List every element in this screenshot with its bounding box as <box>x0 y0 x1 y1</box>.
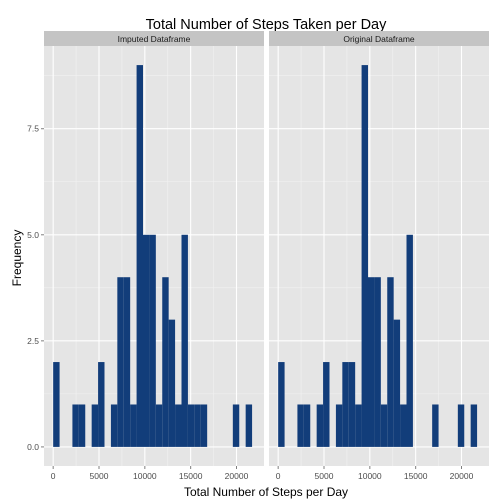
y-tick-label: 2.5 <box>27 336 39 346</box>
histogram-bar <box>303 404 311 447</box>
histogram-bar <box>72 404 79 447</box>
histogram-bar <box>316 404 324 447</box>
histogram-bar <box>168 319 176 447</box>
histogram-bar <box>297 404 304 447</box>
histogram-bar <box>400 404 407 447</box>
histogram-bar <box>470 404 478 447</box>
x-tick-label: 15000 <box>179 471 203 481</box>
facet-strip-label: Imputed Dataframe <box>118 34 191 44</box>
x-axis-title: Total Number of Steps per Day <box>184 485 348 499</box>
histogram-bar <box>143 234 150 447</box>
histogram-bar <box>136 65 143 447</box>
x-tick-label: 0 <box>51 471 56 481</box>
histogram-bar <box>78 404 86 447</box>
chart-title: Total Number of Steps Taken per Day <box>146 17 387 33</box>
histogram-bar <box>380 404 388 447</box>
y-tick-label: 0.0 <box>27 442 39 452</box>
x-tick-label: 0 <box>276 471 281 481</box>
histogram-bar <box>335 404 343 447</box>
histogram-bar <box>155 404 163 447</box>
x-tick-label: 5000 <box>90 471 109 481</box>
histogram-bar <box>117 277 124 447</box>
facet-strip <box>269 31 489 46</box>
histogram-bar <box>387 277 394 447</box>
facet-strip-label: Original Dataframe <box>343 34 415 44</box>
facet-strip <box>44 31 264 46</box>
histogram-bar <box>355 404 362 447</box>
x-tick-label: 15000 <box>404 471 428 481</box>
histogram-bar <box>200 404 208 447</box>
y-axis-title: Frequency <box>10 230 24 287</box>
histogram-bar <box>110 404 118 447</box>
histogram-bar <box>342 362 349 447</box>
histogram-bar <box>194 404 201 447</box>
histogram-bar <box>130 404 137 447</box>
histogram-bar <box>187 404 195 447</box>
histogram-bar <box>406 234 413 447</box>
histogram-bar <box>123 277 131 447</box>
histogram-bar <box>232 404 240 447</box>
histogram-bar <box>278 362 285 447</box>
histogram-bar <box>162 277 169 447</box>
x-tick-label: 20000 <box>450 471 474 481</box>
histogram-bar <box>368 277 375 447</box>
y-tick-label: 7.5 <box>27 124 39 134</box>
facet-panels: Imputed Dataframe Original Dataframe <box>44 31 489 466</box>
y-tick-label: 5.0 <box>27 230 39 240</box>
x-tick-label: 20000 <box>225 471 249 481</box>
x-tick-label: 5000 <box>315 471 334 481</box>
x-tick-label: 10000 <box>133 471 157 481</box>
histogram-bar <box>361 65 368 447</box>
histogram-bar <box>457 404 465 447</box>
histogram-bar <box>348 362 356 447</box>
histogram-bar <box>432 404 439 447</box>
histogram-bar <box>53 362 60 447</box>
histogram-bar <box>374 277 381 447</box>
histogram-bar <box>91 404 99 447</box>
histogram-bar <box>323 362 330 447</box>
histogram-bar <box>393 319 401 447</box>
histogram-bar <box>149 234 156 447</box>
facet-panel: Original Dataframe <box>269 31 489 466</box>
facet-panel: Imputed Dataframe <box>44 31 264 466</box>
x-tick-label: 10000 <box>358 471 382 481</box>
histogram-bar <box>175 404 182 447</box>
histogram-bar <box>245 404 253 447</box>
histogram-bar <box>98 362 105 447</box>
histogram-bar <box>181 234 188 447</box>
axes: 0 5000 10000 15000 20000 0 5000 10000 15000 20000… <box>27 124 473 481</box>
